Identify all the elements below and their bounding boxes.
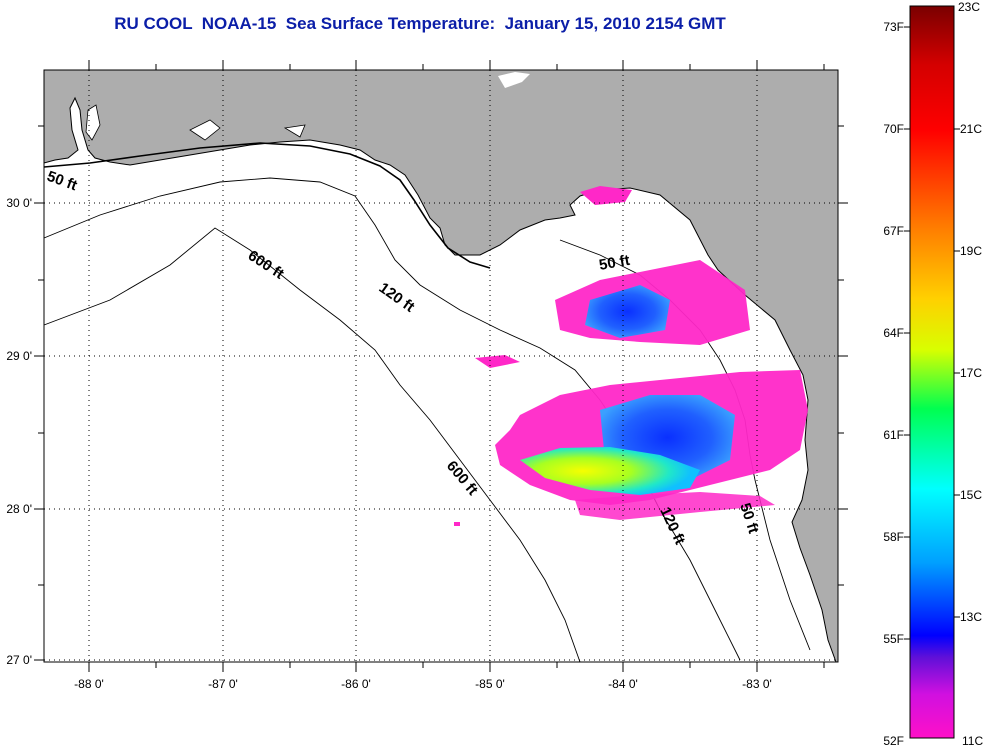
sst-patch-warm-yellow bbox=[520, 447, 700, 495]
lon-tick-label: -85 0' bbox=[475, 677, 505, 691]
sst-patch-north bbox=[580, 186, 632, 205]
map-bay bbox=[283, 124, 306, 138]
sst-speck bbox=[454, 522, 460, 526]
lon-tick-label: -83 0' bbox=[742, 677, 772, 691]
colorbar-ticks bbox=[904, 26, 960, 640]
lat-tick-label: 28 0' bbox=[6, 502, 32, 516]
colorbar-f-label: 52F bbox=[883, 734, 904, 748]
colorbar-f-label: 67F bbox=[883, 224, 904, 238]
map-frame bbox=[43, 69, 839, 663]
page-title: RU COOL NOAA-15 Sea Surface Temperature:… bbox=[114, 14, 726, 33]
contour-600ft bbox=[43, 227, 581, 663]
lon-tick-label: -86 0' bbox=[341, 677, 371, 691]
graticule bbox=[44, 70, 838, 662]
colorbar-c-label: 19C bbox=[960, 244, 982, 258]
lon-tick-label: -87 0' bbox=[208, 677, 238, 691]
sst-data-layer bbox=[454, 186, 808, 526]
lat-tick-label: 27 0' bbox=[6, 653, 32, 667]
colorbar bbox=[909, 5, 955, 739]
lat-tick-label: 30 0' bbox=[6, 196, 32, 210]
colorbar-f-label: 70F bbox=[883, 122, 904, 136]
sst-patch-small bbox=[475, 355, 520, 368]
map-bay bbox=[85, 104, 101, 141]
lon-tick-label: -88 0' bbox=[74, 677, 104, 691]
colorbar-c-label: 15C bbox=[960, 488, 982, 502]
sst-patch-south-strip bbox=[575, 492, 775, 520]
colorbar-c-label: 17C bbox=[960, 366, 982, 380]
colorbar-c-label: 23C bbox=[958, 0, 980, 14]
lon-tick-label: -84 0' bbox=[608, 677, 638, 691]
colorbar-f-label: 64F bbox=[883, 326, 904, 340]
contour-50ft-west bbox=[43, 142, 491, 269]
contour-label-50ft: 50 ft bbox=[598, 252, 631, 274]
colorbar-c-label: 11C bbox=[962, 734, 983, 748]
colorbar-c-label: 21C bbox=[960, 122, 982, 136]
colorbar-f-label: 61F bbox=[883, 428, 904, 442]
sst-patch-bigbend-blue bbox=[585, 285, 670, 338]
map-bay bbox=[189, 119, 221, 141]
map-lake bbox=[498, 72, 530, 88]
lat-tick-label: 29 0' bbox=[6, 349, 32, 363]
colorbar-f-label: 58F bbox=[883, 530, 904, 544]
colorbar-f-label: 55F bbox=[883, 632, 904, 646]
axis-ticks bbox=[34, 60, 848, 672]
map-land bbox=[43, 69, 839, 663]
colorbar-c-label: 13C bbox=[960, 610, 982, 624]
colorbar-f-label: 73F bbox=[883, 20, 904, 34]
